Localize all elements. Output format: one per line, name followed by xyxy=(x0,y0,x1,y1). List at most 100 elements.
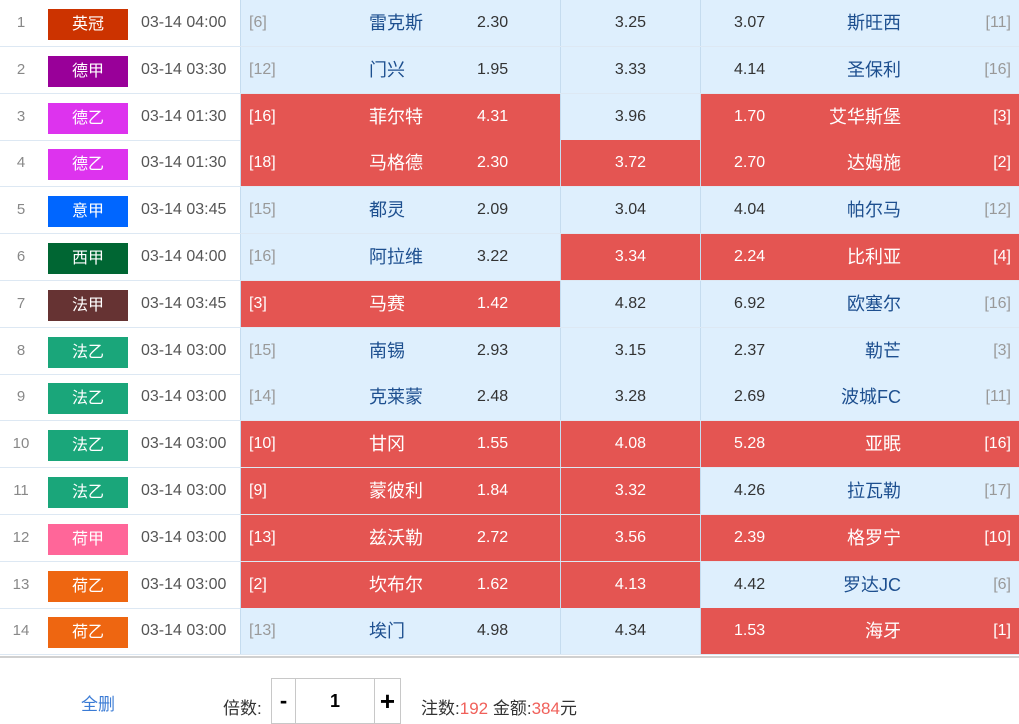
away-win-option[interactable]: 1.53 海牙 [1] xyxy=(700,608,1019,655)
draw-option[interactable]: 3.28 xyxy=(560,374,700,421)
match-time: 03-14 03:45 xyxy=(141,201,227,219)
league-badge: 法乙 xyxy=(48,336,128,368)
league-badge: 法乙 xyxy=(48,383,128,415)
away-win-option[interactable]: 2.39 格罗宁 [10] xyxy=(700,514,1019,561)
match-row: 5 意甲 03-14 03:45 [15] 都灵 2.09 3.04 4.04 … xyxy=(0,187,1019,235)
home-win-option[interactable]: [10] 甘冈 1.55 xyxy=(240,421,560,468)
increment-button[interactable]: + xyxy=(374,679,400,723)
win-odds: 2.30 xyxy=(477,14,509,31)
away-win-option[interactable]: 2.70 达姆施 [2] xyxy=(700,140,1019,187)
away-team: 达姆施 xyxy=(847,153,901,174)
lose-odds: 2.37 xyxy=(734,341,766,359)
home-win-option[interactable]: [13] 埃门 4.98 xyxy=(240,608,560,655)
away-win-option[interactable]: 2.37 勒芒 [3] xyxy=(700,327,1019,374)
away-win-option[interactable]: 2.24 比利亚 [4] xyxy=(700,234,1019,280)
draw-option[interactable]: 4.34 xyxy=(560,608,700,655)
home-win-option[interactable]: [15] 都灵 2.09 xyxy=(240,187,560,234)
lose-odds: 1.53 xyxy=(734,622,766,640)
match-row: 12 荷甲 03-14 03:00 [13] 兹沃勒 2.72 3.56 2.3… xyxy=(0,514,1019,562)
home-rank: [16] xyxy=(249,248,276,265)
home-win-option[interactable]: [9] 蒙彼利 1.84 xyxy=(240,468,560,514)
home-win-option[interactable]: [16] 菲尔特 4.31 xyxy=(240,93,560,140)
draw-option[interactable]: 4.08 xyxy=(560,421,700,468)
draw-odds: 3.34 xyxy=(614,248,647,265)
away-win-option[interactable]: 2.69 波城FC [11] xyxy=(700,374,1019,421)
win-odds: 1.55 xyxy=(477,435,509,453)
league-badge: 德乙 xyxy=(48,102,128,134)
match-number: 6 xyxy=(16,248,26,265)
draw-odds: 3.25 xyxy=(614,14,647,31)
league-badge: 法乙 xyxy=(48,430,128,462)
away-win-option[interactable]: 4.14 圣保利 [16] xyxy=(700,46,1019,93)
multiplier-label: 倍数: xyxy=(223,699,262,718)
match-number: 5 xyxy=(16,201,26,219)
draw-option[interactable]: 3.25 xyxy=(560,0,700,46)
lose-odds: 1.70 xyxy=(734,107,766,125)
currency: 元 xyxy=(559,699,577,718)
home-win-option[interactable]: [14] 克莱蒙 2.48 xyxy=(240,374,560,421)
win-odds: 3.22 xyxy=(477,248,509,265)
decrement-button[interactable]: - xyxy=(272,679,296,723)
match-time: 03-14 03:00 xyxy=(141,341,227,359)
lose-odds: 2.39 xyxy=(734,528,766,546)
draw-option[interactable]: 3.96 xyxy=(560,93,700,140)
draw-odds: 3.32 xyxy=(614,482,647,499)
match-time: 03-14 03:00 xyxy=(141,435,227,453)
home-win-option[interactable]: [2] 坎布尔 1.62 xyxy=(240,561,560,608)
draw-option[interactable]: 4.13 xyxy=(560,561,700,608)
draw-odds: 3.04 xyxy=(614,201,647,219)
home-win-option[interactable]: [16] 阿拉维 3.22 xyxy=(240,234,560,280)
home-team: 都灵 xyxy=(369,200,405,221)
draw-odds: 3.33 xyxy=(614,60,647,78)
away-win-option[interactable]: 4.26 拉瓦勒 [17] xyxy=(700,468,1019,514)
draw-odds: 4.34 xyxy=(614,622,647,640)
match-number: 1 xyxy=(16,14,26,31)
away-win-option[interactable]: 5.28 亚眠 [16] xyxy=(700,421,1019,468)
match-row: 8 法乙 03-14 03:00 [15] 南锡 2.93 3.15 2.37 … xyxy=(0,327,1019,375)
draw-option[interactable]: 3.15 xyxy=(560,327,700,374)
multiplier-input[interactable]: 1 xyxy=(329,690,340,711)
match-time: 03-14 03:00 xyxy=(141,622,227,640)
home-win-option[interactable]: [6] 雷克斯 2.30 xyxy=(240,0,560,46)
draw-option[interactable]: 4.82 xyxy=(560,280,700,327)
away-win-option[interactable]: 6.92 欧塞尔 [16] xyxy=(700,280,1019,327)
away-rank: [11] xyxy=(985,14,1012,31)
multiplier-stepper: - 1 + xyxy=(271,678,401,724)
home-win-option[interactable]: [12] 门兴 1.95 xyxy=(240,46,560,93)
clear-all-button[interactable]: 全删 xyxy=(81,695,115,714)
league-badge: 荷乙 xyxy=(48,570,128,602)
draw-odds: 3.56 xyxy=(614,528,647,546)
away-win-option[interactable]: 4.04 帕尔马 [12] xyxy=(700,187,1019,234)
draw-option[interactable]: 3.56 xyxy=(560,514,700,561)
lose-odds: 2.69 xyxy=(734,388,766,406)
away-win-option[interactable]: 3.07 斯旺西 [11] xyxy=(700,0,1019,46)
draw-option[interactable]: 3.72 xyxy=(560,140,700,187)
league-badge: 英冠 xyxy=(48,9,128,40)
away-team: 欧塞尔 xyxy=(847,293,901,314)
draw-option[interactable]: 3.04 xyxy=(560,187,700,234)
draw-option[interactable]: 3.33 xyxy=(560,46,700,93)
draw-odds: 3.15 xyxy=(614,341,647,359)
win-odds: 2.48 xyxy=(477,388,509,406)
away-rank: [2] xyxy=(993,154,1011,172)
away-team: 勒芒 xyxy=(865,340,901,361)
home-win-option[interactable]: [15] 南锡 2.93 xyxy=(240,327,560,374)
home-win-option[interactable]: [13] 兹沃勒 2.72 xyxy=(240,514,560,561)
draw-option[interactable]: 3.34 xyxy=(560,234,700,280)
match-row: 4 德乙 03-14 01:30 [18] 马格德 2.30 3.72 2.70… xyxy=(0,140,1019,188)
home-win-option[interactable]: [18] 马格德 2.30 xyxy=(240,140,560,187)
draw-option[interactable]: 3.32 xyxy=(560,468,700,514)
home-win-option[interactable]: [3] 马赛 1.42 xyxy=(240,280,560,327)
away-rank: [12] xyxy=(984,201,1011,219)
match-time: 03-14 01:30 xyxy=(141,107,227,125)
bet-footer: 全删 倍数: - 1 + 注数:192 金额:384元 xyxy=(0,656,1019,724)
home-team: 菲尔特 xyxy=(369,106,423,127)
win-odds: 1.42 xyxy=(477,294,509,312)
match-time: 03-14 04:00 xyxy=(141,14,227,31)
away-win-option[interactable]: 4.42 罗达JC [6] xyxy=(700,561,1019,608)
league-badge: 德甲 xyxy=(48,55,128,87)
away-win-option[interactable]: 1.70 艾华斯堡 [3] xyxy=(700,93,1019,140)
away-team: 艾华斯堡 xyxy=(829,106,901,127)
match-time: 03-14 01:30 xyxy=(141,154,227,172)
away-team: 罗达JC xyxy=(843,574,901,595)
